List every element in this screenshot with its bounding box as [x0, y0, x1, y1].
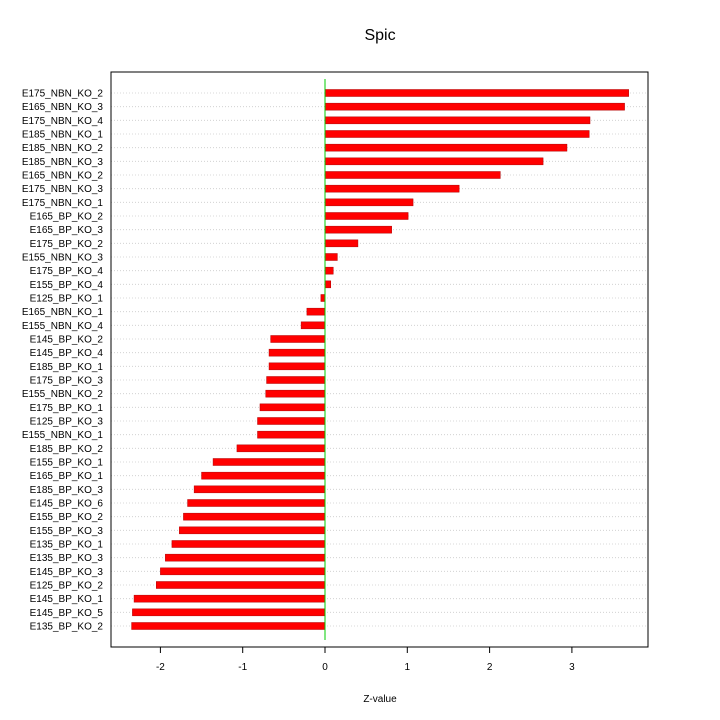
x-tick-label: 0 — [322, 662, 328, 673]
bar — [131, 622, 326, 630]
category-label: E135_BP_KO_1 — [30, 540, 104, 551]
bar — [270, 335, 326, 343]
category-label: E185_NBN_KO_3 — [22, 157, 104, 168]
bar — [300, 321, 326, 330]
category-label: E165_NBN_KO_2 — [22, 171, 104, 182]
bar — [324, 157, 544, 166]
category-label: E175_BP_KO_1 — [30, 403, 104, 414]
bar — [266, 376, 326, 384]
category-label: E175_NBN_KO_3 — [22, 184, 104, 195]
bar — [201, 471, 326, 480]
category-label: E165_NBN_KO_1 — [22, 307, 104, 318]
category-label: E165_BP_KO_1 — [30, 471, 104, 482]
category-label: E185_BP_KO_2 — [30, 444, 104, 455]
category-label: E145_BP_KO_5 — [30, 608, 104, 619]
bar — [324, 280, 332, 289]
bar — [212, 458, 326, 466]
bar — [133, 594, 326, 603]
grid-lines — [111, 92, 648, 627]
x-tick-label: 1 — [405, 662, 411, 673]
bar — [324, 212, 409, 220]
bar — [324, 130, 590, 138]
bar — [132, 608, 326, 617]
bar — [324, 225, 392, 234]
bar — [324, 253, 338, 261]
bar — [320, 294, 326, 302]
category-label: E155_BP_KO_1 — [30, 458, 104, 469]
bar — [324, 143, 568, 152]
bar — [171, 540, 326, 548]
bar — [324, 239, 359, 248]
category-label: E185_NBN_KO_1 — [22, 130, 104, 141]
category-label: E135_BP_KO_3 — [30, 553, 104, 564]
bars-group — [131, 89, 629, 630]
x-axis-label: Z-value — [363, 694, 397, 705]
chart-title: Spic — [364, 27, 395, 44]
bar — [324, 184, 460, 193]
bar — [183, 512, 326, 521]
category-label: E145_BP_KO_2 — [30, 335, 104, 346]
bar — [187, 499, 326, 507]
category-label: E175_NBN_KO_2 — [22, 89, 104, 100]
bar — [324, 198, 414, 207]
category-label: E125_BP_KO_3 — [30, 417, 104, 428]
x-tick-label: -2 — [156, 662, 165, 673]
bar — [193, 485, 326, 494]
category-label: E155_NBN_KO_3 — [22, 253, 104, 264]
category-label: E175_NBN_KO_1 — [22, 198, 104, 209]
x-tick-label: 2 — [487, 662, 493, 673]
bar — [324, 171, 501, 179]
x-axis: -2 -1 0 1 2 3 — [156, 647, 575, 673]
category-label: E155_BP_KO_3 — [30, 526, 104, 537]
bar — [179, 526, 326, 535]
category-label: E155_BP_KO_4 — [30, 280, 104, 291]
bar — [259, 403, 326, 412]
bar — [160, 567, 326, 576]
bar — [324, 266, 334, 275]
bar — [257, 417, 326, 425]
bar — [236, 444, 326, 453]
category-label: E145_BP_KO_1 — [30, 594, 104, 605]
category-label: E155_NBN_KO_2 — [22, 389, 104, 400]
plot-frame — [110, 71, 649, 648]
bar — [268, 348, 326, 357]
category-label: E145_BP_KO_3 — [30, 567, 104, 578]
category-label: E185_BP_KO_3 — [30, 485, 104, 496]
category-label: E175_NBN_KO_4 — [22, 116, 104, 127]
bar — [324, 89, 629, 97]
category-label: E175_BP_KO_3 — [30, 376, 104, 387]
bar — [268, 362, 326, 371]
category-label: E185_BP_KO_1 — [30, 362, 104, 373]
bar — [265, 389, 326, 398]
bar — [324, 102, 625, 111]
category-label: E145_BP_KO_6 — [30, 499, 104, 510]
bar — [257, 430, 326, 439]
x-tick-label: -1 — [238, 662, 247, 673]
category-label: E155_NBN_KO_1 — [22, 430, 104, 441]
category-label: E125_BP_KO_1 — [30, 294, 104, 305]
category-labels: E175_NBN_KO_2 E165_NBN_KO_3 E175_NBN_KO_4 E… — [22, 89, 104, 633]
bar — [306, 307, 326, 316]
bar — [156, 581, 326, 589]
category-label: E165_NBN_KO_3 — [22, 102, 104, 113]
category-label: E155_BP_KO_2 — [30, 512, 104, 523]
category-label: E185_NBN_KO_2 — [22, 143, 104, 154]
category-label: E135_BP_KO_2 — [30, 622, 104, 633]
category-label: E125_BP_KO_2 — [30, 581, 104, 592]
category-label: E175_BP_KO_4 — [30, 266, 104, 277]
x-tick-label: 3 — [569, 662, 575, 673]
category-label: E175_BP_KO_2 — [30, 239, 104, 250]
category-label: E145_BP_KO_4 — [30, 348, 104, 359]
category-label: E155_NBN_KO_4 — [22, 321, 104, 332]
category-label: E165_BP_KO_2 — [30, 212, 104, 223]
bar — [324, 116, 591, 125]
bar — [165, 553, 326, 562]
category-label: E165_BP_KO_3 — [30, 225, 104, 236]
